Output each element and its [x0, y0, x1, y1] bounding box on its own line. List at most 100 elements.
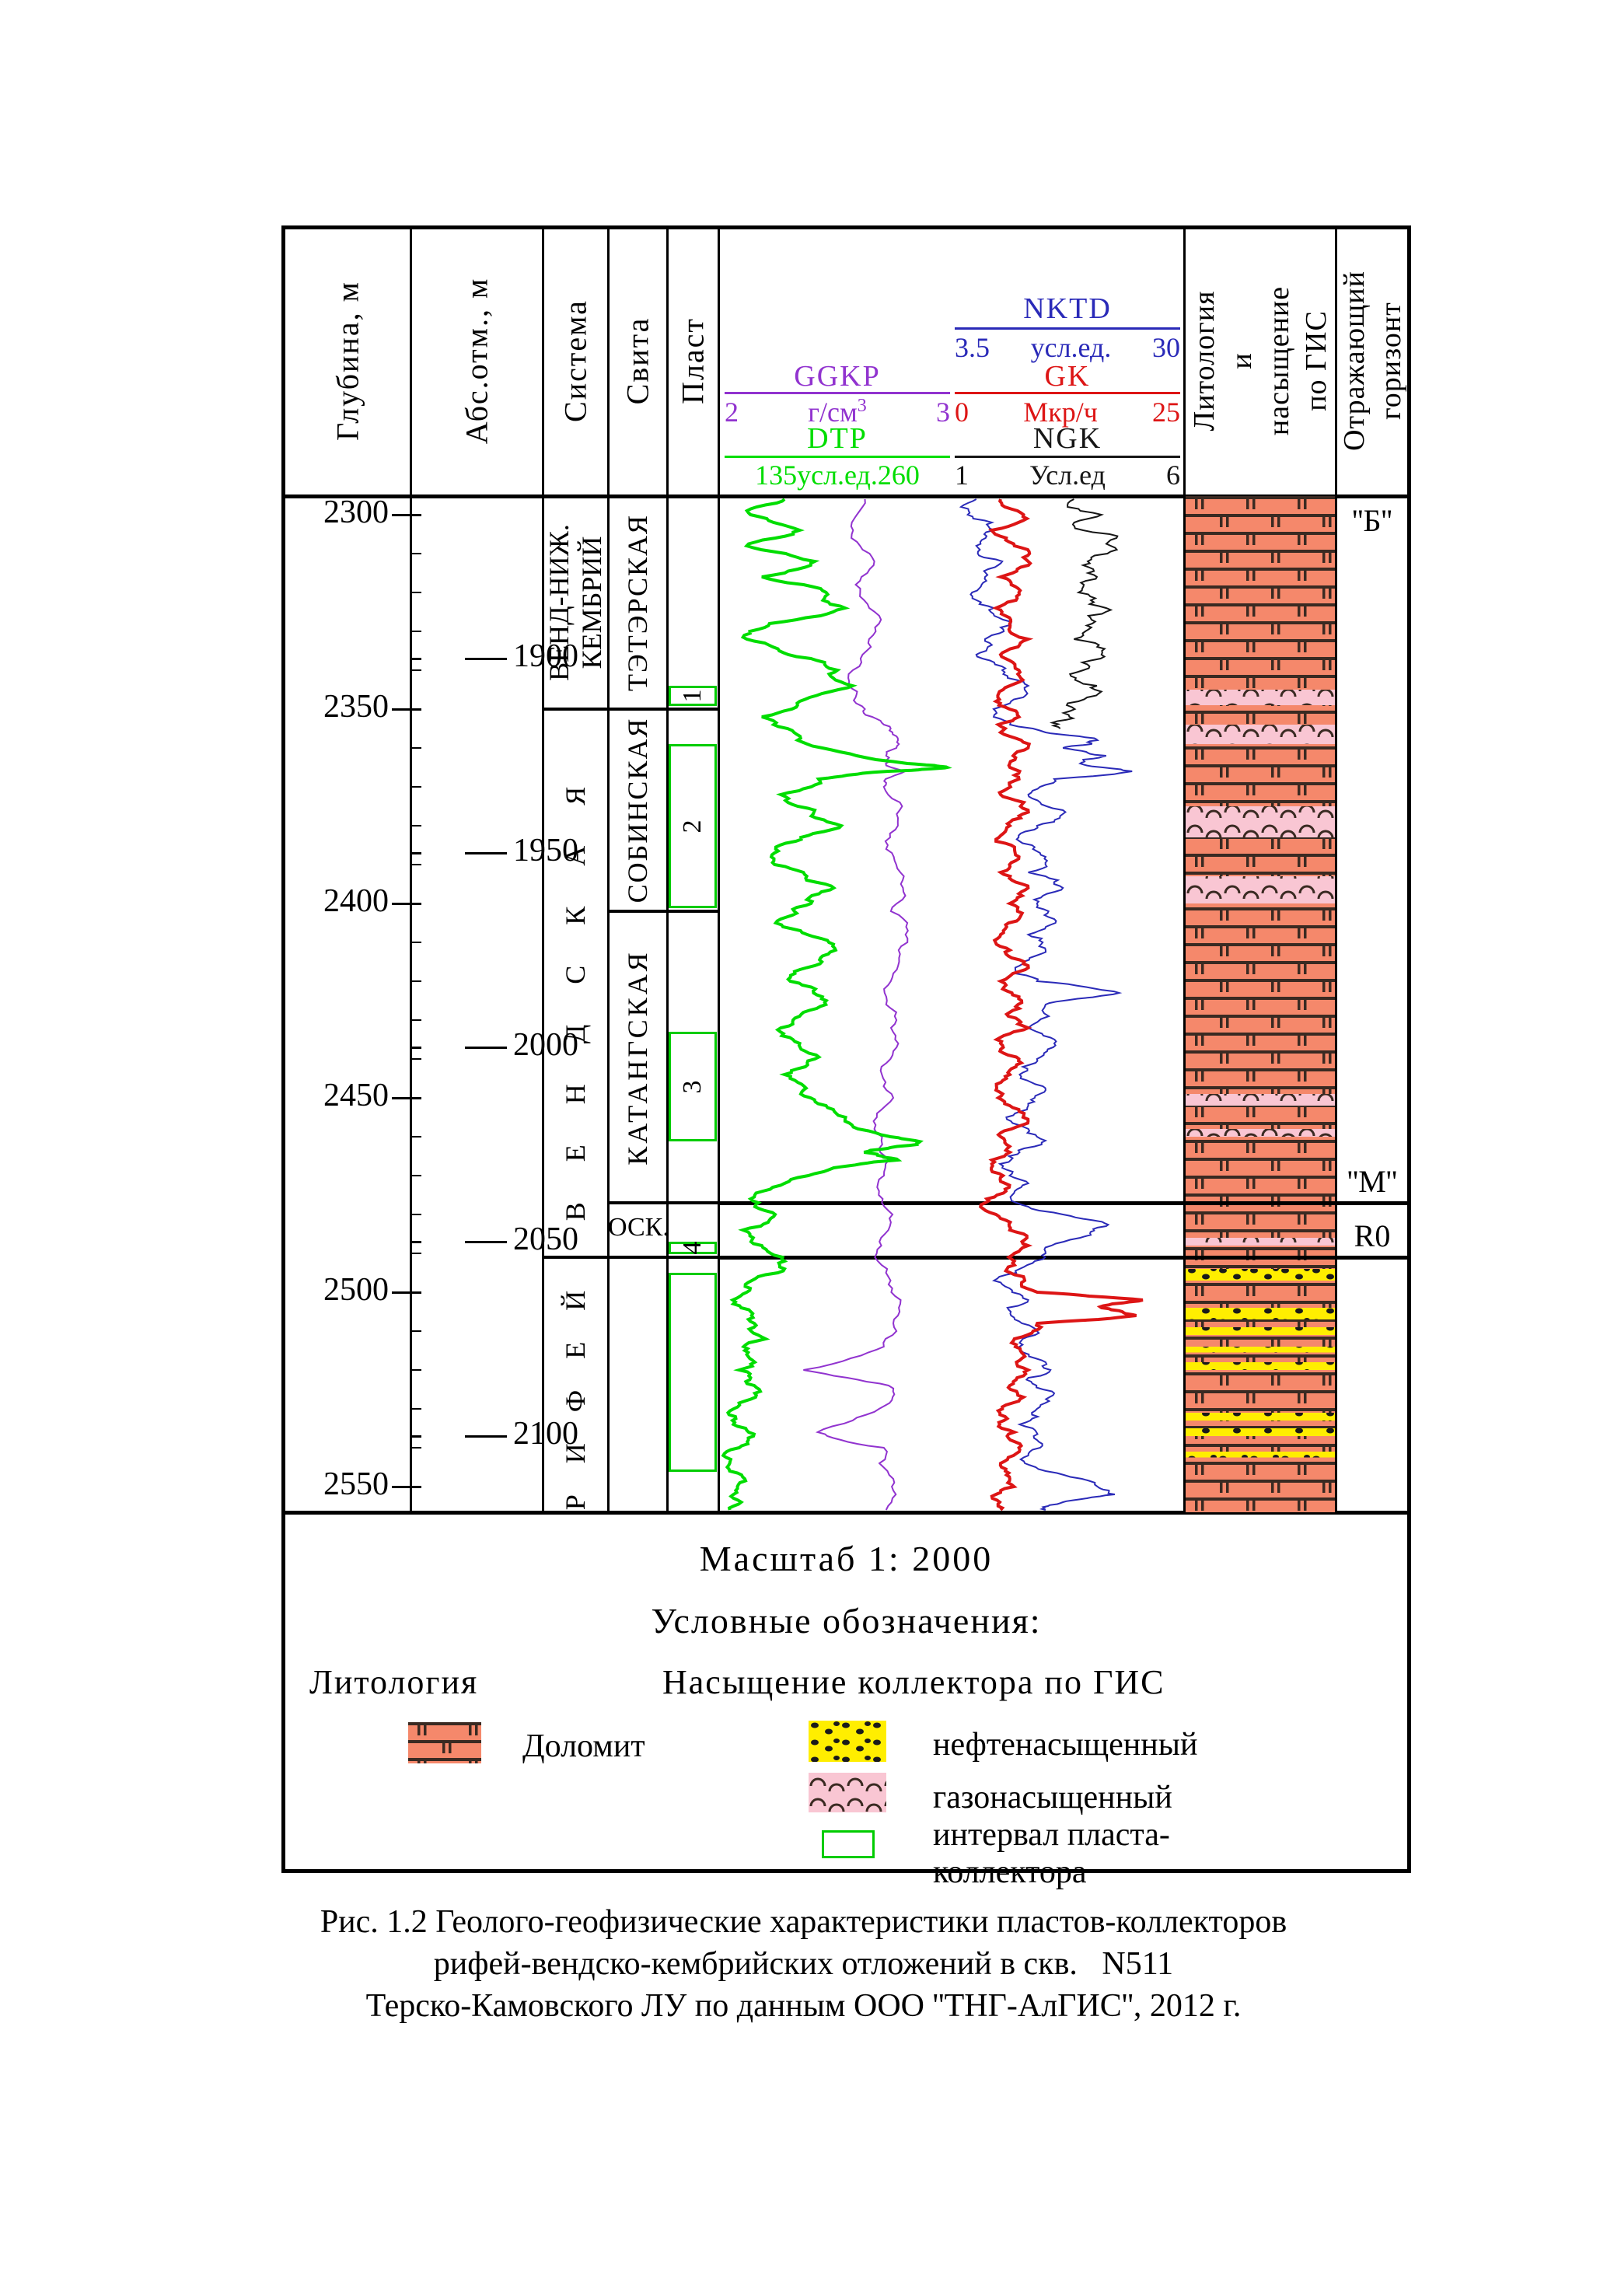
column-divider-6: [1334, 225, 1337, 1512]
oil-saturated-band-3: [1185, 1347, 1335, 1353]
oil-saturated-band-6: [1185, 1428, 1335, 1436]
header-system-column: Система: [557, 299, 593, 422]
depth-minor-tick: [411, 1214, 421, 1215]
depth-minor-tick: [411, 1369, 421, 1371]
suite-label-2: КАТАНГСКАЯ: [622, 949, 653, 1165]
horizon-label-1: ''М'': [1347, 1164, 1398, 1199]
oil-saturated-band-0: [1185, 1269, 1335, 1281]
plast-interval-box-u4: [669, 1273, 717, 1472]
horizon-separator-line: [718, 1200, 1409, 1205]
depth-minor-tick: [411, 1408, 421, 1410]
column-divider-0: [409, 225, 412, 1512]
depth-major-tick: [392, 902, 421, 905]
depth-label-2400: 2400: [323, 883, 389, 919]
depth-minor-tick: [411, 592, 421, 593]
abs-label--2100: 2100: [513, 1416, 578, 1452]
suite-label-3: ОСК.: [608, 1213, 669, 1242]
suite-boundary-full: [608, 708, 718, 711]
plast-interval-box-2: 2: [669, 744, 717, 908]
header-suite-column: Свита: [620, 316, 655, 405]
gas-saturated-band-3: [1185, 876, 1335, 903]
gas-saturated-band-2: [1185, 806, 1335, 837]
curve-scale-ngk: 1 Усл.ед 6: [955, 460, 1180, 491]
abs-minus-dash: [465, 657, 507, 660]
curve-ngk: [1049, 498, 1119, 729]
plast-interval-box-1: 1: [669, 686, 717, 706]
oil-saturated-band-1: [1185, 1308, 1335, 1319]
depth-minor-tick: [411, 825, 421, 826]
legend-swatch-reservoir-interval: [822, 1830, 875, 1858]
legend-swatch-oil-saturated: [809, 1721, 886, 1762]
table-left-border: [281, 225, 285, 1873]
depth-major-tick: [392, 1291, 421, 1294]
abs-label--1900: 1900: [513, 638, 578, 674]
legend-label-dolomite: Доломит: [522, 1728, 645, 1764]
depth-label-2350: 2350: [323, 689, 389, 725]
curve-scale-ggkp: 2 г/см3 3: [725, 396, 950, 428]
abs-label--2050: 2050: [513, 1221, 578, 1257]
depth-minor-tick: [411, 1136, 421, 1138]
horizon-label-2: R0: [1354, 1218, 1391, 1253]
curve-title-ngk: NGK: [1032, 422, 1102, 455]
horizon-label-0: ''Б'': [1352, 503, 1392, 538]
suite-label-0: ТЭТЭРСКАЯ: [622, 513, 653, 692]
depth-major-tick: [392, 1485, 421, 1488]
header-abs-column: Абс.отм., м: [459, 277, 494, 445]
caption-line-3: Терско-Камовского ЛУ по данным ООО ''ТНГ…: [365, 1988, 1242, 2024]
caption-line-1: Рис. 1.2 Геолого-геофизические характери…: [320, 1904, 1287, 1940]
depth-minor-tick: [411, 1330, 421, 1332]
suite-boundary-full: [608, 1201, 718, 1204]
abs-tick: [411, 1046, 421, 1049]
gas-saturated-band-1: [1185, 725, 1335, 744]
curve-scale-line-ggkp: [725, 392, 950, 394]
gas-saturated-band-4: [1185, 1094, 1335, 1106]
oil-saturated-band-5: [1185, 1413, 1335, 1421]
column-divider-3: [666, 225, 669, 1512]
column-divider-2: [606, 225, 610, 1512]
system-label-2: РИФЕЙ: [560, 1259, 591, 1511]
scale-note: Масштаб 1: 2000: [699, 1539, 994, 1578]
caption-line-2: рифей-вендско-кембрийских отложений в ск…: [433, 1946, 1174, 1982]
suite-label-1: СОБИНСКАЯ: [622, 717, 653, 903]
system-label-1: ВЕНДСКАЯ: [560, 746, 591, 1221]
curve-title-ggkp: GGKP: [794, 360, 881, 393]
lithology-column: [1185, 496, 1335, 1512]
legend-label-oil-saturated: нефтенасыщенный: [933, 1727, 1198, 1763]
legend-title: Условные обозначения:: [651, 1601, 1042, 1641]
depth-label-2500: 2500: [323, 1272, 389, 1308]
depth-major-tick: [392, 1096, 421, 1099]
gas-saturated-band-0: [1185, 690, 1335, 705]
curve-scale-gk: 0 Мкр/ч 25: [955, 397, 1180, 428]
abs-tick: [411, 851, 421, 854]
curve-scale-line-gk: [955, 392, 1180, 394]
suite-boundary-full: [608, 910, 718, 913]
abs-tick: [411, 657, 421, 660]
column-divider-1: [541, 225, 544, 1512]
curve-title-nktd: NKTD: [1023, 292, 1112, 325]
table-top-border: [281, 225, 1411, 229]
abs-minus-dash: [465, 1435, 507, 1438]
depth-minor-tick: [411, 1019, 421, 1021]
legend-label-gas-saturated: газонасыщенный: [933, 1780, 1172, 1815]
curve-scale-nktd: 3.5 усл.ед. 30: [955, 332, 1180, 363]
curve-scale-line-nktd: [955, 327, 1180, 330]
curve-scale-dtp: 135усл.ед.260: [755, 460, 920, 491]
depth-minor-tick: [411, 1175, 421, 1176]
curve-scale-line-ngk: [955, 456, 1180, 458]
gas-saturated-band-5: [1185, 1129, 1335, 1137]
abs-minus-dash: [465, 1240, 507, 1243]
gas-saturated-band-6: [1185, 1238, 1335, 1246]
depth-minor-tick: [411, 942, 421, 943]
curve-scale-line-dtp: [725, 456, 950, 458]
oil-saturated-band-4: [1185, 1362, 1335, 1370]
depth-major-tick: [392, 708, 421, 711]
legend-swatch-gas-saturated: [809, 1773, 886, 1812]
abs-label--1950: 1950: [513, 833, 578, 868]
table-right-border: [1407, 225, 1411, 1873]
oil-saturated-band-7: [1185, 1452, 1335, 1458]
column-divider-5: [1183, 225, 1186, 1512]
plast-interval-box-3: 3: [669, 1032, 717, 1141]
log-curves-plot: [721, 498, 1144, 1511]
